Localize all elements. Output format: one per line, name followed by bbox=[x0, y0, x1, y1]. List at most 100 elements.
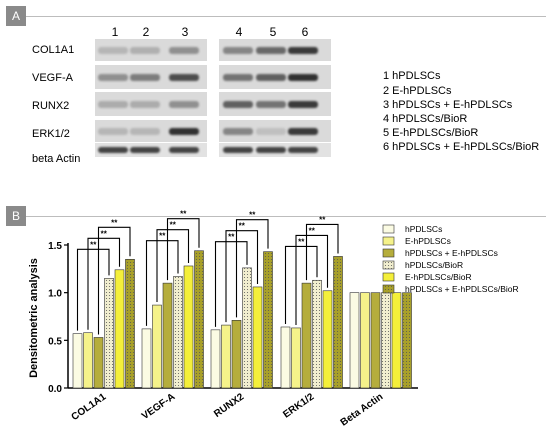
bar-pattern bbox=[381, 292, 391, 388]
bar bbox=[252, 286, 263, 389]
blot-band bbox=[169, 46, 199, 54]
blot-band bbox=[288, 100, 318, 108]
legend-swatch bbox=[382, 272, 395, 282]
bar bbox=[391, 292, 402, 389]
bar-pattern bbox=[125, 259, 135, 388]
legend-label: hPDLSCs/BioR bbox=[405, 260, 463, 270]
lane-number: 2 bbox=[142, 25, 150, 39]
blot-band bbox=[98, 100, 128, 108]
blot-legend-item: 2 E-hPDLSCs bbox=[383, 85, 452, 97]
significance-label: ** bbox=[228, 233, 235, 242]
blot-band bbox=[130, 147, 160, 153]
legend-swatch-pattern bbox=[383, 285, 394, 293]
blot-legend-item: 4 hPDLSCs/BioR bbox=[383, 113, 468, 125]
bar bbox=[72, 333, 83, 389]
blot-band bbox=[288, 73, 318, 81]
bar-pattern bbox=[194, 250, 204, 388]
significance-label: ** bbox=[170, 221, 177, 230]
bar bbox=[83, 332, 93, 389]
blot-row-label: beta Actin bbox=[32, 153, 81, 165]
bar bbox=[183, 265, 194, 389]
lane-number: 6 bbox=[301, 25, 309, 39]
blot-row-label: VEGF-A bbox=[32, 72, 73, 84]
legend-label: hPDLSCs + E-hPDLSCs bbox=[405, 248, 498, 258]
y-tick-label: 0.5 bbox=[48, 336, 62, 347]
significance-label: ** bbox=[90, 240, 97, 249]
blot-band bbox=[98, 127, 128, 135]
x-tick-label: VEGF-A bbox=[140, 391, 177, 422]
significance-label: ** bbox=[249, 211, 256, 220]
blot-band bbox=[98, 147, 128, 153]
blot-band bbox=[130, 73, 160, 81]
blot-band bbox=[130, 100, 160, 108]
significance-bracket bbox=[235, 219, 269, 318]
x-tick-label: Beta Actin bbox=[339, 391, 386, 428]
legend-label: hPDLSCs + E-hPDLSCs/BioR bbox=[405, 284, 519, 294]
blot-band bbox=[223, 46, 253, 54]
significance-bracket bbox=[145, 240, 179, 326]
blot-band bbox=[256, 73, 286, 81]
significance-label: ** bbox=[319, 215, 326, 224]
blot-legend-item: 6 hPDLSCs + E-hPDLSCs/BioR bbox=[383, 141, 540, 153]
bar bbox=[349, 292, 360, 389]
significance-label: ** bbox=[101, 229, 108, 238]
significance-bracket bbox=[305, 223, 339, 281]
bar-pattern bbox=[173, 276, 183, 388]
significance-bracket bbox=[225, 230, 259, 323]
significance-label: ** bbox=[180, 210, 187, 219]
bar bbox=[301, 282, 312, 389]
bar bbox=[360, 292, 370, 389]
y-axis-label: Densitometric analysis bbox=[28, 258, 40, 378]
significance-bracket bbox=[97, 226, 131, 335]
bar bbox=[370, 292, 381, 389]
bar bbox=[291, 327, 301, 389]
panel-b-divider bbox=[26, 216, 546, 217]
blot-band bbox=[169, 147, 199, 153]
significance-bracket bbox=[214, 241, 248, 327]
significance-label: ** bbox=[239, 222, 246, 231]
blot-legend-item: 3 hPDLSCs + E-hPDLSCs bbox=[383, 99, 513, 111]
blot-band bbox=[130, 127, 160, 135]
bar-pattern bbox=[333, 256, 343, 388]
blot-row-label: RUNX2 bbox=[32, 100, 70, 112]
y-tick-label: 1.5 bbox=[48, 241, 62, 252]
lane-number: 1 bbox=[111, 25, 119, 39]
blot-band bbox=[169, 73, 199, 81]
blot-band bbox=[288, 127, 318, 135]
blot-band bbox=[223, 127, 253, 135]
significance-bracket bbox=[284, 245, 318, 324]
blot-band bbox=[223, 147, 253, 153]
bar bbox=[141, 328, 152, 389]
x-tick-label: RUNX2 bbox=[212, 391, 246, 420]
significance-bracket bbox=[76, 248, 110, 331]
significance-label: ** bbox=[159, 232, 166, 241]
blot-band bbox=[98, 73, 128, 81]
significance-label: ** bbox=[298, 237, 305, 246]
x-tick-label: COL1A1 bbox=[70, 391, 109, 423]
bar bbox=[152, 304, 162, 389]
blot-band bbox=[169, 127, 199, 135]
bar bbox=[280, 326, 291, 389]
significance-bracket bbox=[87, 237, 121, 330]
bar bbox=[93, 337, 104, 389]
bar bbox=[322, 290, 333, 389]
blot-band bbox=[130, 46, 160, 54]
panel-a-badge: A bbox=[6, 6, 26, 26]
blot-row-label: COL1A1 bbox=[32, 44, 75, 56]
y-tick-label: 1.0 bbox=[48, 289, 62, 300]
legend-swatch bbox=[382, 236, 395, 246]
blot-legend-item: 5 E-hPDLSCs/BioR bbox=[383, 127, 479, 139]
significance-label: ** bbox=[309, 226, 316, 235]
significance-bracket bbox=[156, 229, 190, 303]
bar-pattern bbox=[312, 280, 322, 388]
legend-label: E-hPDLSCs/BioR bbox=[405, 272, 472, 282]
bar-pattern bbox=[402, 292, 412, 388]
panel-b-badge: B bbox=[6, 206, 26, 226]
bar bbox=[210, 329, 221, 389]
legend-swatch bbox=[382, 248, 395, 258]
blot-band bbox=[98, 46, 128, 54]
significance-bracket bbox=[295, 234, 329, 325]
y-tick-label: 0.0 bbox=[48, 384, 62, 395]
lane-number: 4 bbox=[235, 25, 243, 39]
